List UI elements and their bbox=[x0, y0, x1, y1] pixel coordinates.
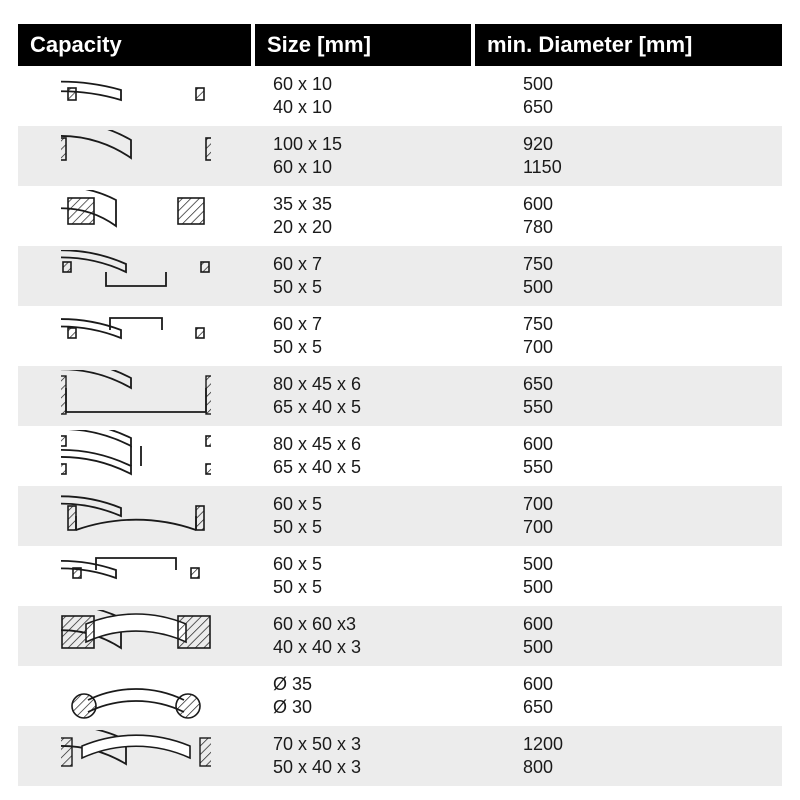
table-row: 80 x 45 x 665 x 40 x 5600550 bbox=[18, 426, 782, 486]
diameter-cell: 500650 bbox=[473, 66, 782, 126]
table-row: 60 x 750 x 5750700 bbox=[18, 306, 782, 366]
table-row: 60 x 1040 x 10500650 bbox=[18, 66, 782, 126]
profile-icon bbox=[18, 306, 253, 366]
table-row: 60 x 550 x 5700700 bbox=[18, 486, 782, 546]
diameter-cell: 750700 bbox=[473, 306, 782, 366]
table-row: 60 x 60 x340 x 40 x 3600500 bbox=[18, 606, 782, 666]
table-row: 60 x 750 x 5750500 bbox=[18, 246, 782, 306]
diameter-cell: 650550 bbox=[473, 366, 782, 426]
table-row: 35 x 3520 x 20600780 bbox=[18, 186, 782, 246]
diameter-cell: 750500 bbox=[473, 246, 782, 306]
profile-icon bbox=[18, 486, 253, 546]
diameter-cell: 600780 bbox=[473, 186, 782, 246]
table-row: Ø 35Ø 30600650 bbox=[18, 666, 782, 726]
size-cell: 100 x 1560 x 10 bbox=[253, 126, 473, 186]
profile-icon bbox=[18, 366, 253, 426]
size-cell: 60 x 1040 x 10 bbox=[253, 66, 473, 126]
col-diameter: min. Diameter [mm] bbox=[473, 24, 782, 66]
size-cell: 35 x 3520 x 20 bbox=[253, 186, 473, 246]
size-cell: 60 x 550 x 5 bbox=[253, 486, 473, 546]
size-cell: 60 x 550 x 5 bbox=[253, 546, 473, 606]
diameter-cell: 600550 bbox=[473, 426, 782, 486]
capacity-table: Capacity Size [mm] min. Diameter [mm] 60… bbox=[18, 24, 782, 786]
diameter-cell: 1200800 bbox=[473, 726, 782, 786]
profile-icon bbox=[18, 426, 253, 486]
table-row: 60 x 550 x 5500500 bbox=[18, 546, 782, 606]
size-cell: 80 x 45 x 665 x 40 x 5 bbox=[253, 366, 473, 426]
header-row: Capacity Size [mm] min. Diameter [mm] bbox=[18, 24, 782, 66]
table-row: 70 x 50 x 350 x 40 x 31200800 bbox=[18, 726, 782, 786]
profile-icon bbox=[18, 66, 253, 126]
profile-icon bbox=[18, 246, 253, 306]
diameter-cell: 9201150 bbox=[473, 126, 782, 186]
size-cell: 60 x 60 x340 x 40 x 3 bbox=[253, 606, 473, 666]
profile-icon bbox=[18, 546, 253, 606]
size-cell: 70 x 50 x 350 x 40 x 3 bbox=[253, 726, 473, 786]
profile-icon bbox=[18, 606, 253, 666]
diameter-cell: 700700 bbox=[473, 486, 782, 546]
profile-icon bbox=[18, 126, 253, 186]
size-cell: Ø 35Ø 30 bbox=[253, 666, 473, 726]
col-capacity: Capacity bbox=[18, 24, 253, 66]
diameter-cell: 500500 bbox=[473, 546, 782, 606]
profile-icon bbox=[18, 666, 253, 726]
profile-icon bbox=[18, 186, 253, 246]
size-cell: 60 x 750 x 5 bbox=[253, 246, 473, 306]
diameter-cell: 600500 bbox=[473, 606, 782, 666]
profile-icon bbox=[18, 726, 253, 786]
col-size: Size [mm] bbox=[253, 24, 473, 66]
size-cell: 80 x 45 x 665 x 40 x 5 bbox=[253, 426, 473, 486]
table-row: 100 x 1560 x 109201150 bbox=[18, 126, 782, 186]
size-cell: 60 x 750 x 5 bbox=[253, 306, 473, 366]
diameter-cell: 600650 bbox=[473, 666, 782, 726]
table-row: 80 x 45 x 665 x 40 x 5650550 bbox=[18, 366, 782, 426]
